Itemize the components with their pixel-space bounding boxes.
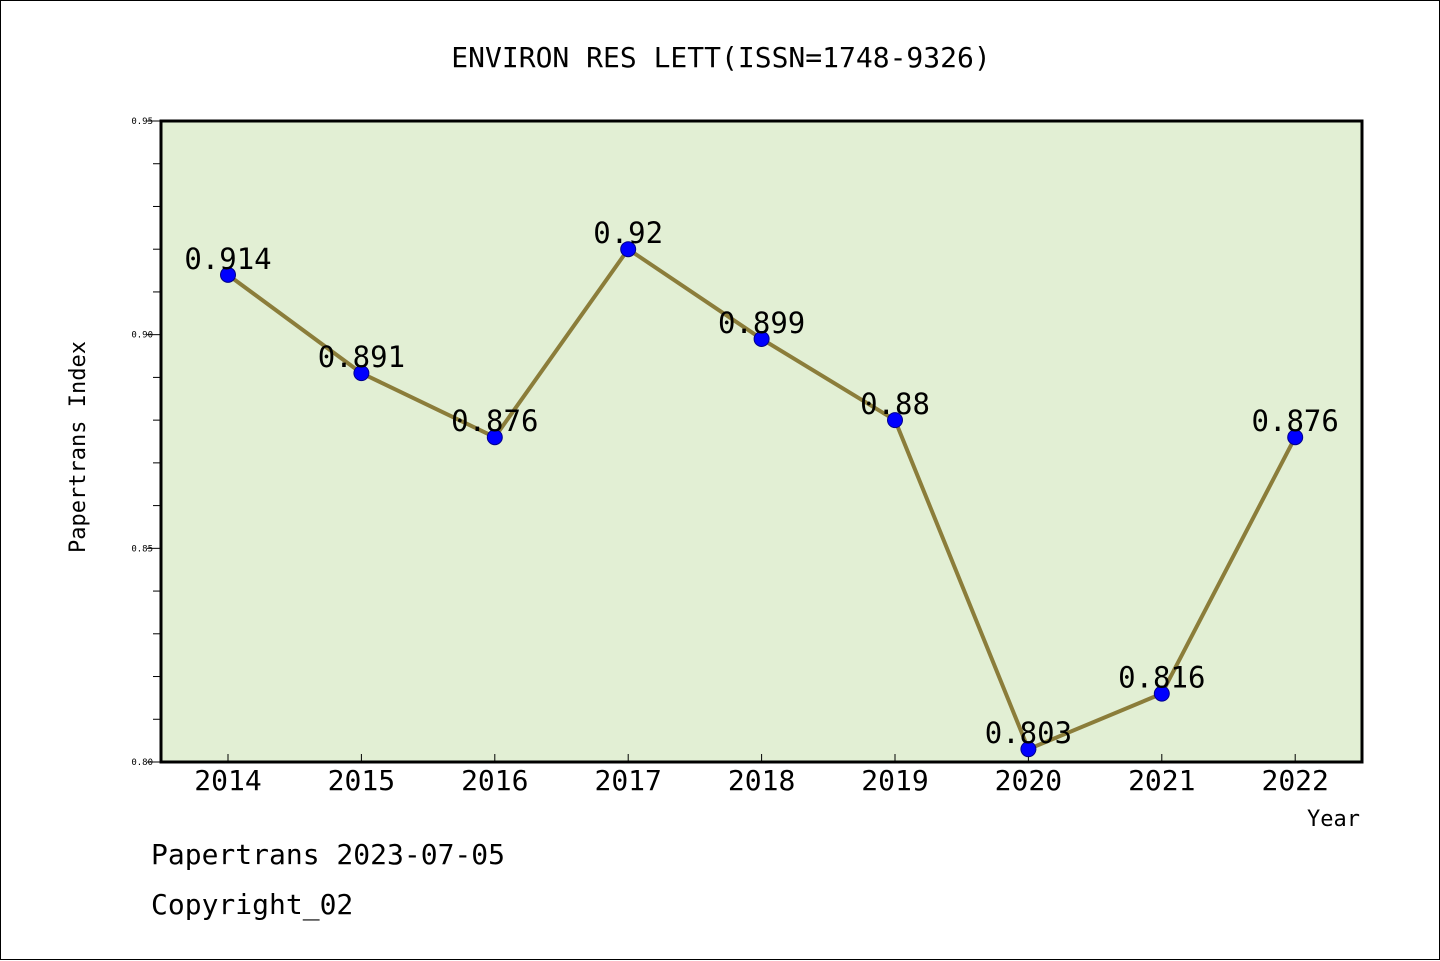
x-tick-label: 2015 <box>328 764 395 797</box>
x-axis: 2014 2015 2016 2017 2018 2019 2020 2021 2022 <box>194 754 1329 797</box>
series-markers <box>220 241 1304 758</box>
x-tick-label: 2022 <box>1261 764 1328 797</box>
data-point-marker <box>620 241 637 258</box>
y-tick-label: 0.85 <box>131 544 153 554</box>
data-label: 0.891 <box>318 340 405 374</box>
plot-area <box>159 119 1364 764</box>
y-axis-label: Papertrans Index <box>66 341 91 553</box>
y-tick-label: 0.80 <box>131 758 153 768</box>
y-tick-label: 0.90 <box>131 331 153 341</box>
data-label: 0.914 <box>184 242 271 276</box>
y-axis: 0.80 0.85 0.90 0.95 <box>131 117 161 768</box>
x-tick-label: 2020 <box>995 764 1062 797</box>
data-labels: 0.914 0.891 0.876 0.92 0.899 0.88 0.803 0.816 0.… <box>184 216 1339 750</box>
data-point-marker <box>220 266 236 283</box>
x-tick-label: 2021 <box>1128 764 1195 797</box>
x-axis-label: Year <box>1307 807 1360 832</box>
data-label: 0.876 <box>1252 404 1339 438</box>
data-point-marker <box>753 330 770 347</box>
data-point-marker <box>1020 741 1037 758</box>
data-point-marker <box>486 429 503 446</box>
x-tick-label: 2019 <box>861 764 928 797</box>
footer-date: Papertrans 2023-07-05 <box>151 838 505 871</box>
x-tick-label: 2014 <box>194 764 261 797</box>
data-label: 0.88 <box>860 387 930 421</box>
data-label: 0.876 <box>451 404 538 438</box>
data-label: 0.92 <box>593 216 663 250</box>
data-point-marker <box>887 412 903 429</box>
footer-copyright: Copyright_02 <box>151 888 353 922</box>
data-point-marker <box>1287 429 1304 446</box>
x-tick-label: 2016 <box>461 764 528 797</box>
data-label: 0.816 <box>1118 661 1205 695</box>
x-tick-label: 2017 <box>594 764 661 797</box>
data-point-marker <box>353 365 370 382</box>
data-label: 0.899 <box>718 306 805 340</box>
y-tick-label: 0.95 <box>131 117 153 127</box>
x-tick-label: 2018 <box>728 764 795 797</box>
chart-title: ENVIRON RES LETT(ISSN=1748-9326) <box>451 41 990 74</box>
data-point-marker <box>1153 685 1170 702</box>
data-label: 0.803 <box>985 716 1072 750</box>
